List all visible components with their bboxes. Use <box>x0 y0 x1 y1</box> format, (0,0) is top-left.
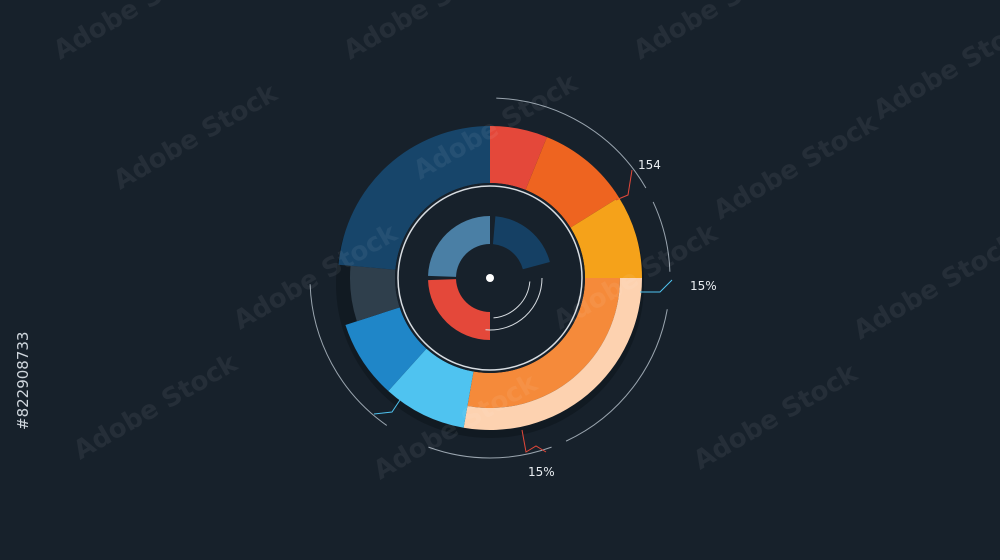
inner-arc <box>485 277 543 331</box>
callout <box>521 429 547 453</box>
guide-arc <box>652 201 671 272</box>
donut-segment <box>388 348 474 428</box>
callout <box>640 279 673 293</box>
donut-segment <box>463 278 642 430</box>
center-dot <box>486 274 494 282</box>
donut-segment <box>490 126 547 190</box>
donut-segment <box>338 126 490 270</box>
donut-segment <box>525 137 619 228</box>
inner-ring <box>397 185 583 371</box>
inner-segment <box>428 216 490 277</box>
donut-segment <box>570 197 642 278</box>
inner-segment <box>492 216 550 270</box>
annotation: 15% <box>528 465 555 479</box>
donut-segment <box>350 265 400 322</box>
inner-segment <box>428 279 490 340</box>
guide-arc <box>309 284 388 426</box>
guide-arc <box>565 309 668 442</box>
donut-chart <box>309 97 673 459</box>
donut-segment <box>467 278 620 408</box>
inner-arc <box>493 281 531 319</box>
callout <box>373 399 401 415</box>
guide-arc <box>496 97 647 189</box>
donut-segment <box>345 307 427 391</box>
callout <box>615 169 633 201</box>
annotation: 154 <box>638 158 661 172</box>
image-id: #822908733 <box>14 332 32 430</box>
guide-arc <box>428 446 552 459</box>
annotation: 15% <box>690 279 717 293</box>
